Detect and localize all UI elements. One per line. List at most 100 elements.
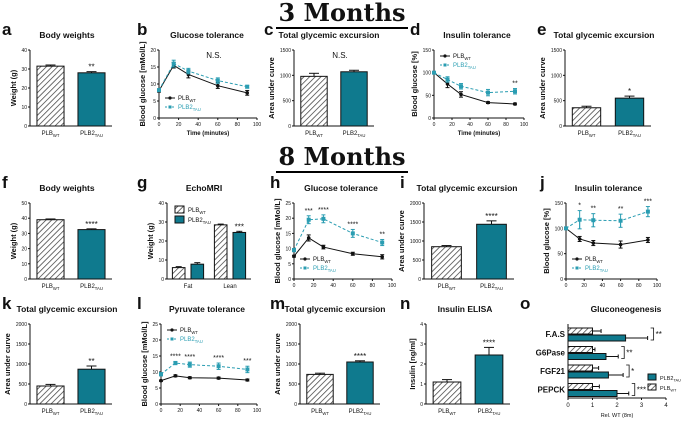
chart-title: Pyruvate tolerance xyxy=(168,304,246,314)
y-tick-label: 2000 xyxy=(286,322,297,328)
x-tick-label: 0 xyxy=(160,408,163,414)
y-tick-label: 0 xyxy=(420,402,423,408)
legend-label: PLB2TAU xyxy=(178,105,201,112)
data-point-tau xyxy=(432,70,436,75)
x-category-label: PLBWT xyxy=(578,131,596,138)
significance-stars: **** xyxy=(485,212,497,221)
significance-stars: **** xyxy=(354,352,366,361)
data-point-wt xyxy=(245,378,250,382)
x-tick-label: 3 xyxy=(640,403,644,409)
y-tick-label: 0 xyxy=(288,124,291,130)
y-tick-label: 100 xyxy=(423,71,432,77)
data-point-tau xyxy=(513,89,517,94)
y-tick-label: 0 xyxy=(288,277,291,283)
data-point-wt xyxy=(618,242,623,247)
data-point-tau xyxy=(292,248,296,253)
category-label: FGF21 xyxy=(540,367,565,376)
panel-f: f Body weights 0 10 20 30 40 50 Weight (g) PLBWT *… xyxy=(0,173,118,295)
data-point-wt xyxy=(459,92,463,97)
y-tick-label: 4 xyxy=(420,322,423,328)
panel-letter: c xyxy=(264,20,274,39)
significance-stars: ** xyxy=(512,81,518,88)
data-point-wt xyxy=(216,376,221,380)
y-axis-label: Blood glucose [mMol/L] xyxy=(138,41,147,126)
significance-stars: ** xyxy=(88,63,94,72)
data-point-tau xyxy=(486,90,490,95)
legend-label: PLB2TAU xyxy=(453,63,476,70)
bar-wt xyxy=(306,373,334,405)
y-tick-label: 0 xyxy=(294,402,297,408)
x-tick-label: 40 xyxy=(330,283,336,289)
category-label: G6Pase xyxy=(536,349,566,358)
data-point-tau xyxy=(245,84,250,89)
y-tick-label: 10 xyxy=(150,82,156,88)
legend-marker xyxy=(443,54,447,58)
data-point-tau xyxy=(216,364,221,369)
data-point-tau xyxy=(645,209,650,214)
data-point-tau xyxy=(215,78,220,83)
panel-a: a Body weights 0 10 20 30 40 Weight (g) PLBWT ** P… xyxy=(0,20,118,142)
y-tick-label: 1 xyxy=(420,382,423,388)
chart-title: EchoMRI xyxy=(185,183,223,193)
chart-svg: 0 500 1000 1500 2000 Area under curve PLBWT ** P… xyxy=(3,322,112,416)
legend-marker xyxy=(168,96,172,100)
y-tick-label: 500 xyxy=(413,258,422,264)
bar-wt xyxy=(567,364,593,372)
bar-wt xyxy=(571,107,602,127)
chart-svg: 0 1 2 3 4 Rel. WT (8m) F.A.S ** G6Pase ** FGF21 * PE… xyxy=(536,324,681,419)
y-tick-label: 15 xyxy=(150,65,156,71)
panel-letter: a xyxy=(2,20,12,39)
y-tick-label: 20 xyxy=(152,338,158,344)
data-point-tau xyxy=(445,77,450,82)
x-tick-label: 1 xyxy=(591,403,595,409)
legend-swatch xyxy=(174,205,185,214)
significance-stars: **** xyxy=(184,354,195,361)
y-axis-label: Weight (g) xyxy=(146,222,155,259)
x-tick-label: 60 xyxy=(485,122,491,128)
legend-marker xyxy=(170,328,174,332)
data-point-tau xyxy=(564,226,568,231)
series-line-wt xyxy=(433,72,516,105)
y-axis-label: Insulin [ng/ml] xyxy=(408,338,417,390)
x-tick-label: 60 xyxy=(618,283,624,289)
data-point-wt xyxy=(306,236,311,240)
data-point-tau xyxy=(380,240,385,245)
y-tick-label: 20 xyxy=(21,86,27,92)
chart-svg: 0 500 1000 1500 2000 Area under curve PLBWT ***… xyxy=(397,201,514,291)
data-point-wt xyxy=(486,100,490,105)
y-tick-label: 0 xyxy=(418,277,421,283)
y-tick-label: 10 xyxy=(158,258,164,264)
chart-title: Total glycemic excursion xyxy=(284,304,386,314)
y-tick-label: 500 xyxy=(283,99,292,105)
y-tick-label: 20 xyxy=(150,48,156,54)
chart-title: Insulin tolerance xyxy=(443,30,511,40)
x-category-label: PLBWT xyxy=(42,284,60,291)
chart-title: Gluconeogenesis xyxy=(590,304,662,314)
data-point-tau xyxy=(173,361,178,366)
significance-stars: *** xyxy=(637,386,646,395)
y-axis-label: Weight (g) xyxy=(9,222,18,259)
panel-c: c Total glycemic excursion 0 500 1000 1500 Are… xyxy=(262,20,380,142)
x-tick-label: 0 xyxy=(565,283,568,289)
x-category-label: PLB2TAU xyxy=(343,131,366,138)
data-point-wt xyxy=(513,102,517,106)
y-tick-label: 500 xyxy=(554,99,563,105)
legend-label: PLB2TAU xyxy=(188,218,211,225)
data-point-wt xyxy=(445,82,450,86)
y-tick-label: 20 xyxy=(158,239,164,245)
x-tick-label: 0 xyxy=(158,122,161,128)
y-tick-label: 0 xyxy=(559,124,562,130)
x-tick-label: 100 xyxy=(653,283,662,289)
panel-n: n Insulin ELISA 0 1 2 3 4 Insulin [ng/ml] PLBWT *… xyxy=(398,294,516,420)
y-tick-label: 50 xyxy=(557,252,563,258)
x-tick-label: 4 xyxy=(664,403,668,409)
y-tick-label: 25 xyxy=(152,322,158,328)
y-tick-label: 30 xyxy=(158,220,164,226)
chart-svg: 0 500 1000 1500 Area under curve PLBWT * PLB2TA… xyxy=(538,48,651,138)
data-point-wt xyxy=(173,374,178,378)
data-point-tau xyxy=(618,218,623,223)
y-tick-label: 50 xyxy=(21,201,27,207)
y-tick-label: 0 xyxy=(155,402,158,408)
panel-letter: o xyxy=(520,294,531,313)
